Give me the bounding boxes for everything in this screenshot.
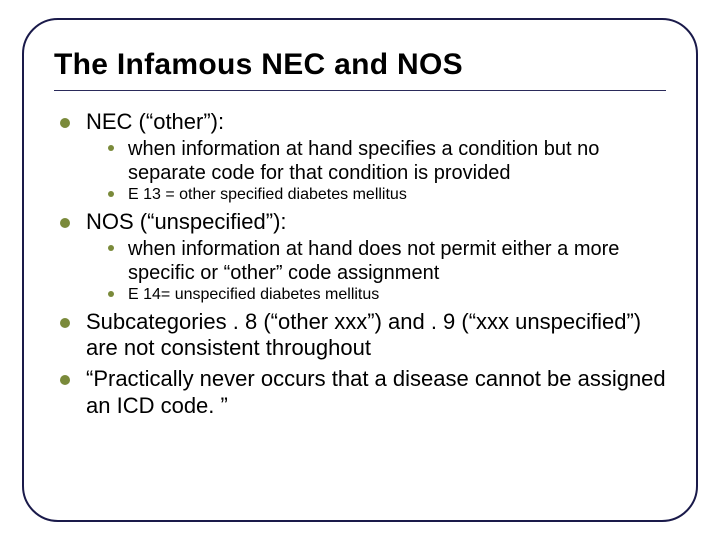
bullet-list: NEC (“other”): when information at hand … xyxy=(48,109,672,420)
sub-list-item: E 14= unspecified diabetes mellitus xyxy=(106,285,672,305)
list-item-text: “Practically never occurs that a disease… xyxy=(86,366,666,418)
sub-list-item-text: E 14= unspecified diabetes mellitus xyxy=(128,286,379,303)
sub-list-item: when information at hand does not permit… xyxy=(106,237,672,285)
sub-list-item-text: when information at hand does not permit… xyxy=(128,238,619,284)
sub-list: when information at hand specifies a con… xyxy=(86,137,672,205)
slide-title: The Infamous NEC and NOS xyxy=(48,48,672,82)
sub-list-item-text: when information at hand specifies a con… xyxy=(128,138,599,184)
sub-list-item: when information at hand specifies a con… xyxy=(106,137,672,185)
list-item: “Practically never occurs that a disease… xyxy=(56,366,672,420)
list-item: Subcategories . 8 (“other xxx”) and . 9 … xyxy=(56,309,672,363)
slide-content: The Infamous NEC and NOS NEC (“other”): … xyxy=(48,48,672,500)
sub-list-item-text: E 13 = other specified diabetes mellitus xyxy=(128,186,407,203)
list-item: NOS (“unspecified”): when information at… xyxy=(56,209,672,305)
list-item-text: Subcategories . 8 (“other xxx”) and . 9 … xyxy=(86,309,641,361)
list-item-text: NOS (“unspecified”): xyxy=(86,209,287,234)
title-underline xyxy=(54,90,666,91)
list-item-text: NEC (“other”): xyxy=(86,109,224,134)
sub-list: when information at hand does not permit… xyxy=(86,237,672,305)
list-item: NEC (“other”): when information at hand … xyxy=(56,109,672,205)
sub-list-item: E 13 = other specified diabetes mellitus xyxy=(106,185,672,205)
